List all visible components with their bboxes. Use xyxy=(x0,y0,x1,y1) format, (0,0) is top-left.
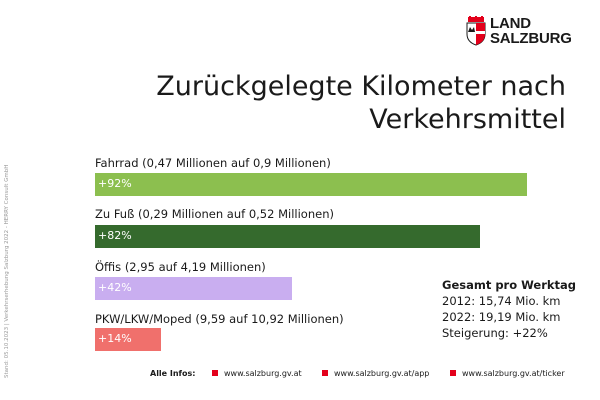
land-salzburg-logo: LAND SALZBURG xyxy=(466,16,576,50)
totals-line-2012: 2012: 15,74 Mio. km xyxy=(442,294,561,308)
bar-value-label: +14% xyxy=(98,332,132,345)
title-line-2: Verkehrsmittel xyxy=(369,104,566,135)
totals-line-2022: 2022: 19,19 Mio. km xyxy=(442,310,561,324)
bar-value-label: +82% xyxy=(98,229,132,242)
footer: Alle Infos: www.salzburg.gv.at www.salzb… xyxy=(150,369,590,383)
bar: +92% xyxy=(95,173,527,196)
totals-heading: Gesamt pro Werktag xyxy=(442,278,577,292)
bullet-square-icon xyxy=(322,370,328,376)
logo-line-2: SALZBURG xyxy=(490,30,572,47)
bullet-square-icon xyxy=(212,370,218,376)
bar-category-label: Zu Fuß (0,29 Millionen auf 0,52 Millione… xyxy=(95,207,334,221)
totals-box: Gesamt pro Werktag 2012: 15,74 Mio. km 2… xyxy=(442,277,576,341)
page-title: Zurückgelegte Kilometer nach Verkehrsmit… xyxy=(156,70,566,136)
bar-value-label: +42% xyxy=(98,281,132,294)
bar-value-label: +92% xyxy=(98,177,132,190)
footer-link-ticker-text[interactable]: www.salzburg.gv.at/ticker xyxy=(462,369,565,378)
bar-category-label: PKW/LKW/Moped (9,59 auf 10,92 Millionen) xyxy=(95,312,344,326)
footer-link-website[interactable]: www.salzburg.gv.at xyxy=(212,369,302,378)
footer-link-app-text[interactable]: www.salzburg.gv.at/app xyxy=(334,369,430,378)
bar-category-label: Fahrrad (0,47 Millionen auf 0,9 Millione… xyxy=(95,156,331,170)
salzburg-coat-of-arms-icon xyxy=(466,16,486,46)
bar: +14% xyxy=(95,328,161,351)
bar: +42% xyxy=(95,277,292,300)
footer-label: Alle Infos: xyxy=(150,369,196,378)
logo-text: LAND SALZBURG xyxy=(490,16,572,46)
bar: +82% xyxy=(95,225,480,248)
bar-category-label: Öffis (2,95 auf 4,19 Millionen) xyxy=(95,260,266,274)
footer-link-app[interactable]: www.salzburg.gv.at/app xyxy=(322,369,429,378)
totals-line-increase: Steigerung: +22% xyxy=(442,326,548,340)
footer-link-ticker[interactable]: www.salzburg.gv.at/ticker xyxy=(450,369,565,378)
bullet-square-icon xyxy=(450,370,456,376)
logo-line-1: LAND xyxy=(490,15,531,32)
title-line-1: Zurückgelegte Kilometer nach xyxy=(156,71,566,102)
footer-link-website-text[interactable]: www.salzburg.gv.at xyxy=(224,369,302,378)
